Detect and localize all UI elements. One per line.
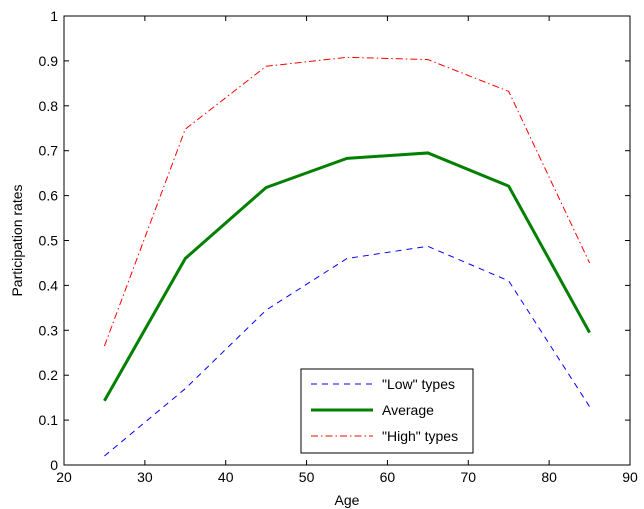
series-line-2 [103, 56, 591, 347]
y-axis-label: Participation rates [9, 184, 25, 296]
legend-label: "Low" types [382, 376, 455, 392]
series-line-0 [104, 245, 590, 457]
x-tick-label: 30 [137, 469, 153, 485]
y-tick-label: 0.6 [39, 188, 59, 204]
x-tick-label: 70 [460, 469, 476, 485]
legend: "Low" types Average "High" types [300, 368, 474, 454]
x-tick-label: 20 [56, 469, 72, 485]
y-tick-label: 1 [50, 8, 58, 24]
legend-label: "High" types [382, 428, 458, 444]
x-tick-label: 40 [218, 469, 234, 485]
y-tick-label: 0.7 [39, 143, 59, 159]
x-axis-label: Age [335, 492, 360, 508]
x-tick-label: 50 [299, 469, 315, 485]
y-tick-label: 0.8 [39, 98, 59, 114]
y-tick-label: 0.2 [39, 367, 59, 383]
y-tick-label: 0.1 [39, 412, 59, 428]
x-tick-label: 80 [541, 469, 557, 485]
x-tick-label: 60 [380, 469, 396, 485]
y-tick-label: 0.4 [39, 277, 59, 293]
series-line-1 [103, 151, 591, 402]
y-tick-label: 0.3 [39, 322, 59, 338]
y-tick-label: 0.9 [39, 53, 59, 69]
legend-label: Average [382, 402, 434, 418]
x-tick-label: 90 [622, 469, 638, 485]
y-tick-label: 0.5 [39, 233, 59, 249]
y-tick-label: 0 [50, 457, 58, 473]
